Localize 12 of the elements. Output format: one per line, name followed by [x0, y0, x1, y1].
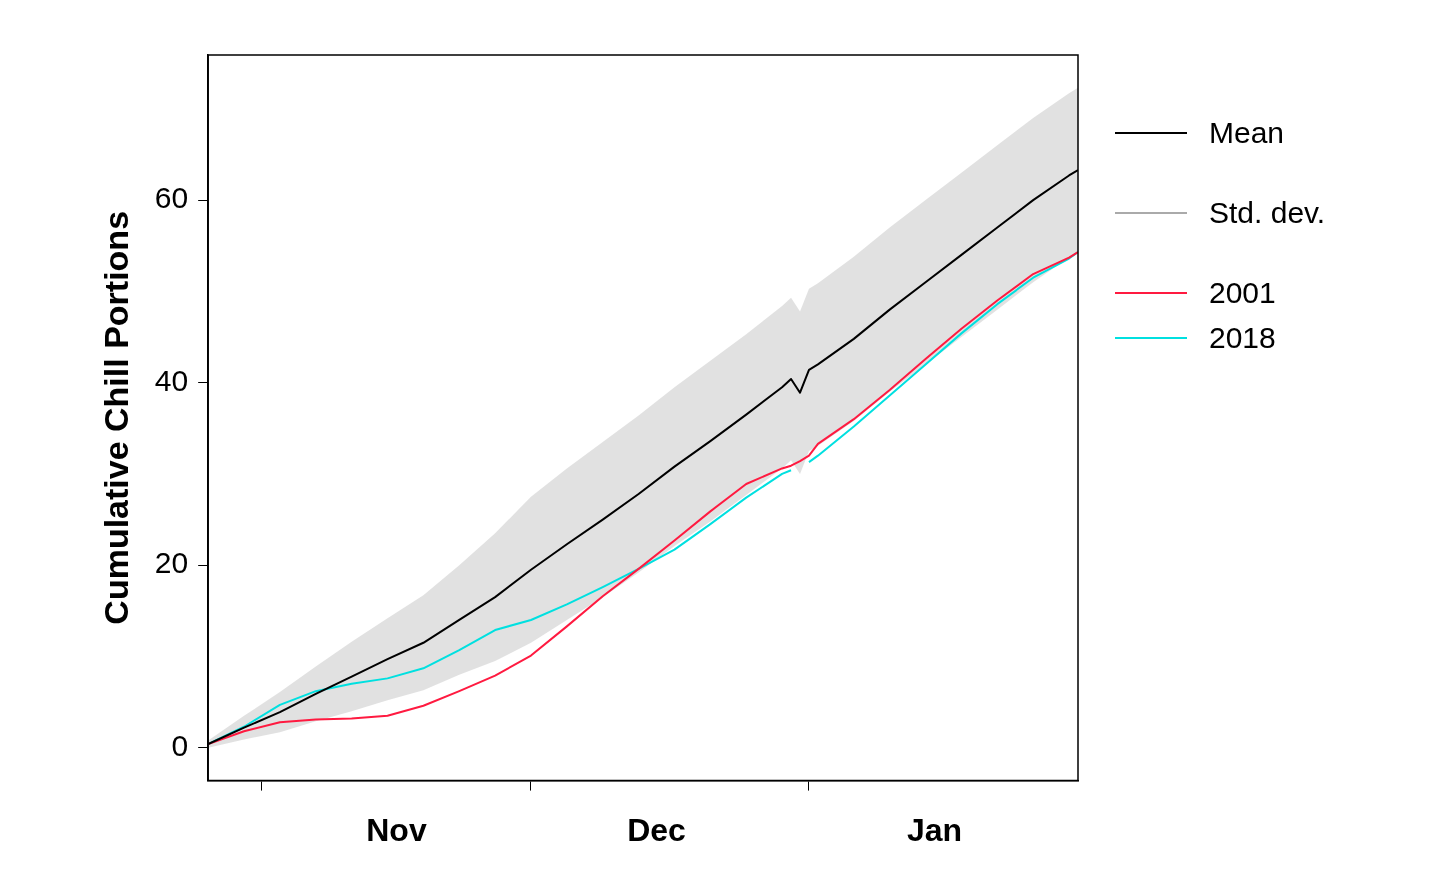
y-tick-label: 0	[171, 729, 189, 763]
y-tick-label: 40	[154, 363, 189, 397]
legend-label: Std. dev.	[1209, 195, 1326, 230]
x-tick-label: Nov	[366, 811, 427, 848]
x-tick-label: Dec	[627, 811, 686, 848]
y-axis-title: Cumulative Chill Portions	[96, 210, 135, 625]
y-tick-label: 60	[154, 181, 189, 215]
legend-label: Mean	[1209, 115, 1285, 150]
legend-label: 2001	[1209, 275, 1276, 310]
y-tick-label: 20	[154, 546, 189, 580]
x-tick-label: Jan	[906, 811, 963, 848]
legend-label: 2018	[1209, 320, 1276, 355]
